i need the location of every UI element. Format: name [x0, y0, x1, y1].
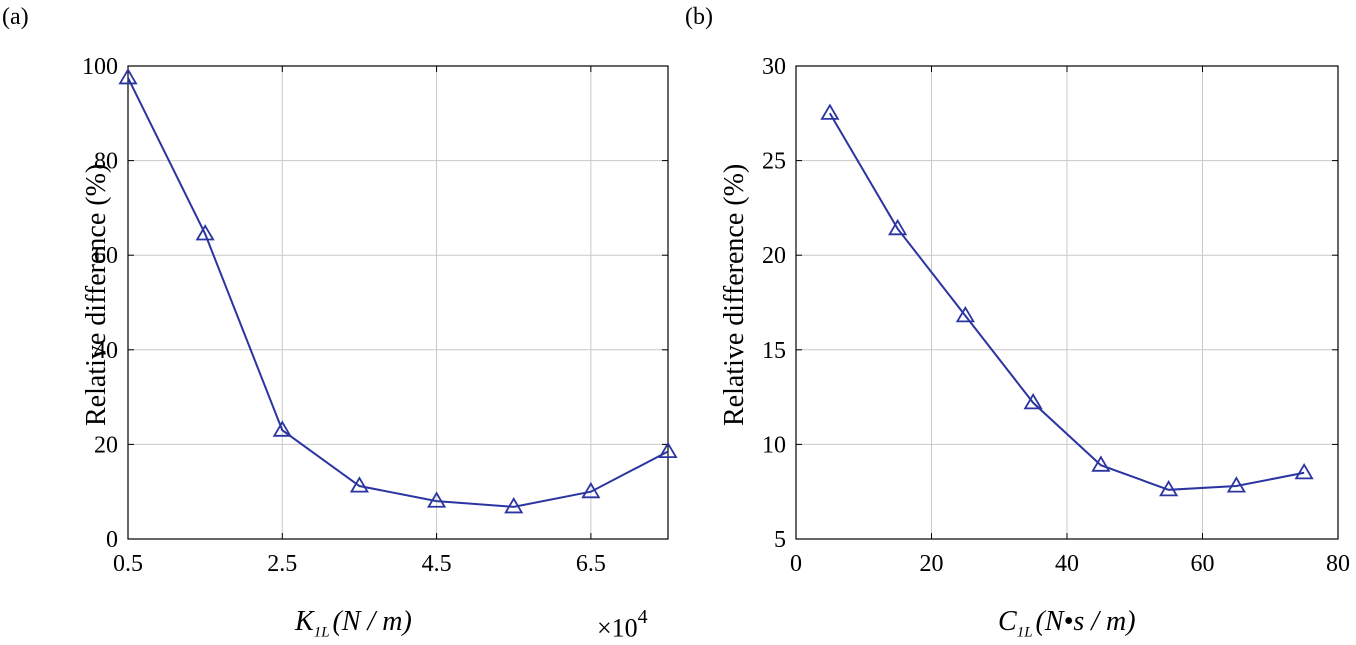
data-point-marker-b — [1226, 476, 1246, 493]
x-tick-label-b: 20 — [920, 551, 944, 577]
y-tick-label-b: 15 — [762, 338, 786, 364]
y-tick-label-a: 80 — [94, 149, 118, 175]
data-point-marker-a — [426, 491, 447, 508]
data-point-marker-a — [581, 481, 601, 499]
data-point-marker-a — [195, 224, 215, 241]
x-axis-subscript-a: 1L — [313, 624, 330, 641]
multiplier-exponent: 4 — [637, 606, 648, 628]
data-point-marker-b — [955, 305, 975, 323]
multiplier-base: ×10 — [597, 613, 638, 643]
x-axis-unit-a: (N / m) — [332, 606, 412, 637]
y-tick-label-a: 20 — [94, 432, 118, 458]
data-point-marker-a — [118, 68, 138, 85]
x-axis-unit-b: (N•s / m) — [1035, 606, 1136, 637]
x-axis-title-a: K1L (N / m) — [295, 606, 412, 642]
data-point-marker-a — [349, 476, 370, 493]
data-point-marker-b — [1091, 455, 1111, 472]
y-tick-label-a: 0 — [106, 527, 118, 553]
data-point-marker-a — [272, 420, 292, 437]
y-tick-label-a: 60 — [94, 243, 118, 269]
data-point-marker-b — [888, 218, 908, 236]
x-tick-label-a: 4.5 — [422, 551, 452, 577]
x-tick-label-a: 0.5 — [113, 551, 143, 577]
y-tick-label-b: 5 — [774, 527, 786, 553]
y-tick-label-b: 20 — [762, 243, 786, 269]
y-tick-label-b: 10 — [762, 432, 786, 458]
x-axis-subscript-b: 1L — [1016, 624, 1033, 641]
y-tick-label-a: 100 — [82, 54, 118, 80]
data-point-marker-a — [658, 441, 678, 458]
y-tick-label-a: 40 — [94, 338, 118, 364]
y-tick-label-b: 30 — [762, 54, 786, 80]
x-tick-label-b: 0 — [790, 551, 802, 577]
x-tick-label-a: 2.5 — [267, 551, 297, 577]
data-point-marker-b — [820, 103, 840, 120]
x-axis-title-b: C1L (N•s / m) — [998, 606, 1136, 642]
data-point-marker-b — [1023, 393, 1043, 410]
x-axis-symbol-a: K — [295, 606, 314, 637]
plot-frame-a — [127, 65, 669, 540]
data-point-marker-b — [1294, 463, 1314, 480]
x-axis-multiplier: ×104 — [597, 606, 648, 644]
x-tick-label-b: 60 — [1191, 551, 1215, 577]
series-line-b — [829, 112, 1305, 491]
x-axis-symbol-b: C — [998, 606, 1017, 637]
y-tick-label-b: 25 — [762, 149, 786, 175]
data-point-marker-b — [1159, 480, 1179, 497]
x-tick-label-b: 40 — [1055, 551, 1079, 577]
x-tick-label-b: 80 — [1326, 551, 1350, 577]
data-point-marker-a — [504, 497, 524, 514]
x-tick-label-a: 6.5 — [576, 551, 606, 577]
panel-label-b: (b) — [685, 4, 713, 30]
panel-label-a: (a) — [2, 4, 29, 30]
series-line-a — [127, 77, 669, 508]
